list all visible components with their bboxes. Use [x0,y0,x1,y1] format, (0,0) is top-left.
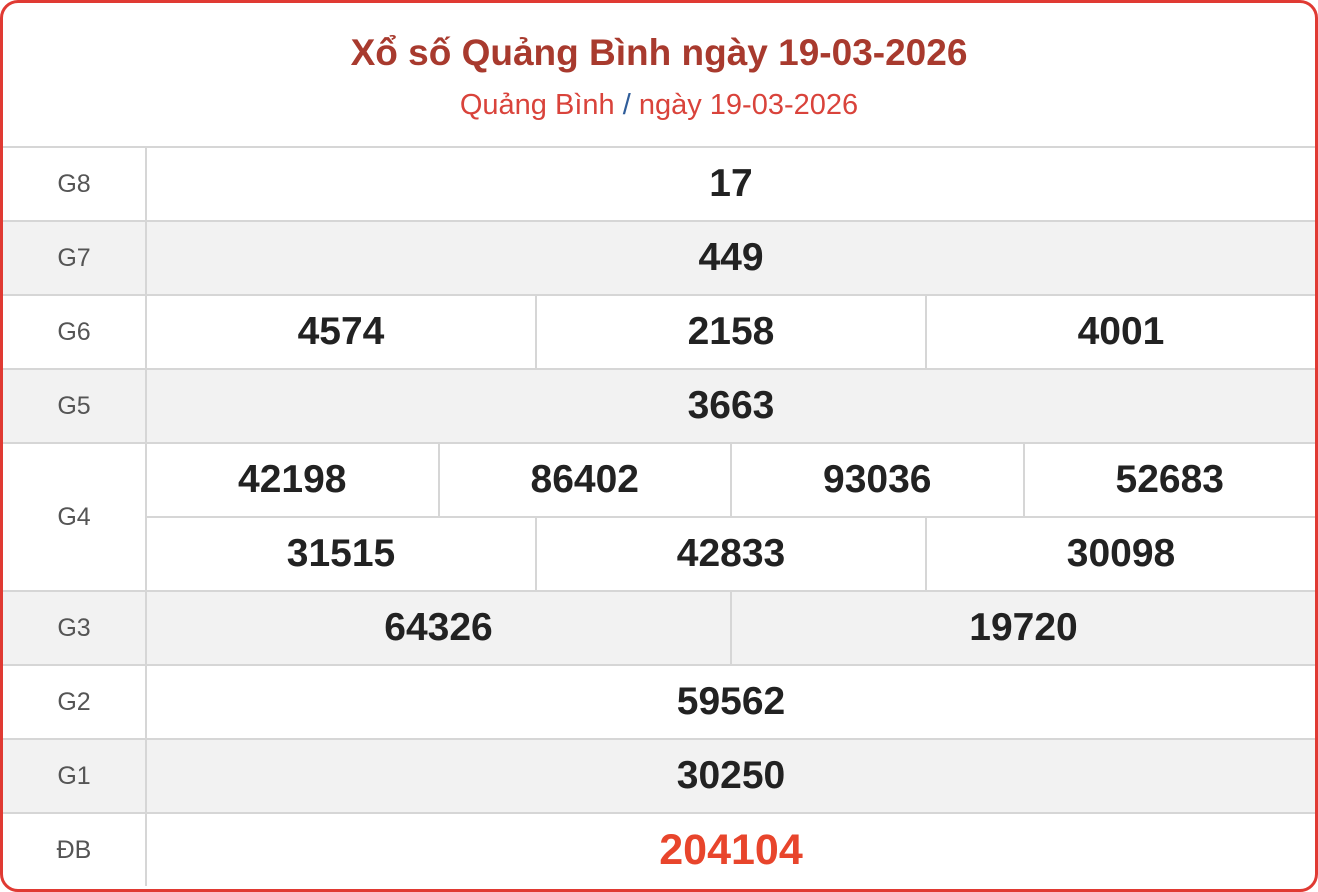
prize-label: G2 [3,666,147,738]
prize-number: 86402 [437,444,731,516]
prize-row-g1: G1 30250 [3,738,1315,812]
special-prize-number: 204104 [659,825,803,874]
prize-number: 59562 [676,680,786,723]
prize-number: 42833 [535,518,925,590]
prize-number: 4574 [297,310,385,353]
prize-label: G5 [3,370,147,442]
prize-label: G6 [3,296,147,368]
prize-number: 42198 [238,458,347,501]
prize-number: 93036 [730,444,1023,516]
prize-row-g3: G3 64326 19720 [3,590,1315,664]
prize-label: G1 [3,740,147,812]
prize-number: 31515 [286,532,396,575]
breadcrumb-separator: / [622,89,631,121]
prize-row-g4: G4 42198 86402 93036 52683 31515 42833 30098 [3,442,1315,590]
prize-row-g2: G2 59562 [3,664,1315,738]
prize-row-đb: ĐB 204104 [3,812,1315,886]
breadcrumb-date-link[interactable]: ngày 19-03-2026 [638,89,859,121]
prize-label: G3 [3,592,147,664]
results-table: G8 17 G7 449 G6 4574 2158 4001 G5 3663 G4 42198 8640… [3,146,1315,886]
prize-number: 30250 [676,754,786,797]
prize-number: 4001 [925,296,1315,368]
prize-number: 30098 [925,518,1315,590]
prize-number: 3663 [687,384,775,427]
prize-label: G4 [3,444,147,590]
prize-label: G8 [3,148,147,220]
prize-number: 449 [698,236,764,279]
breadcrumb: Quảng Bình / ngày 19-03-2026 [3,87,1315,123]
page-title: Xổ số Quảng Bình ngày 19-03-2026 [350,32,968,73]
prize-number: 2158 [535,296,925,368]
prize-row-g5: G5 3663 [3,368,1315,442]
breadcrumb-province-link[interactable]: Quảng Bình [459,89,615,121]
prize-label: G7 [3,222,147,294]
prize-number: 64326 [384,606,493,649]
prize-row-g8: G8 17 [3,146,1315,220]
prize-number: 19720 [730,592,1315,664]
prize-label: ĐB [3,814,147,886]
prize-number: 17 [709,162,753,205]
prize-row-g7: G7 449 [3,220,1315,294]
results-header: Xổ số Quảng Bình ngày 19-03-2026 Quảng B… [3,3,1315,146]
prize-row-g6: G6 4574 2158 4001 [3,294,1315,368]
prize-number: 52683 [1022,444,1316,516]
